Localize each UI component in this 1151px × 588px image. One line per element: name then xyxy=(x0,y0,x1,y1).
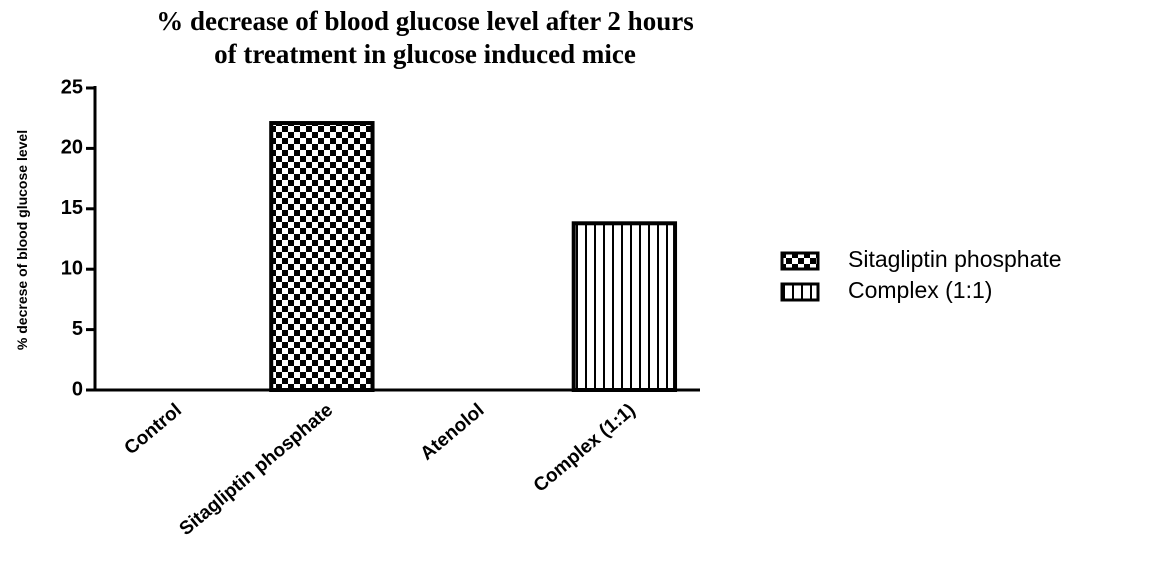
y-tick-label: 20 xyxy=(61,137,83,159)
x-tick-label: Complex (1:1) xyxy=(530,400,640,497)
bar xyxy=(571,221,678,392)
legend-label: Complex (1:1) xyxy=(848,277,992,303)
y-tick-label: 5 xyxy=(72,318,83,340)
chart-title: of treatment in glucose induced mice xyxy=(214,39,636,69)
chart-title: % decrease of blood glucose level after … xyxy=(156,6,693,36)
y-tick-label: 10 xyxy=(61,257,83,279)
y-tick-label: 25 xyxy=(61,76,83,98)
x-tick-label: Atenolol xyxy=(417,400,489,465)
legend-label: Sitagliptin phosphate xyxy=(848,246,1062,272)
y-tick-label: 15 xyxy=(61,197,83,219)
y-tick-label: 0 xyxy=(72,378,83,400)
legend-swatch xyxy=(780,251,820,271)
legend-swatch xyxy=(780,282,820,302)
x-tick-label: Sitagliptin phosphate xyxy=(176,400,337,540)
x-tick-label: Control xyxy=(121,400,186,460)
bar xyxy=(269,121,375,392)
y-axis-label: % decrese of blood glucose level xyxy=(14,130,30,350)
